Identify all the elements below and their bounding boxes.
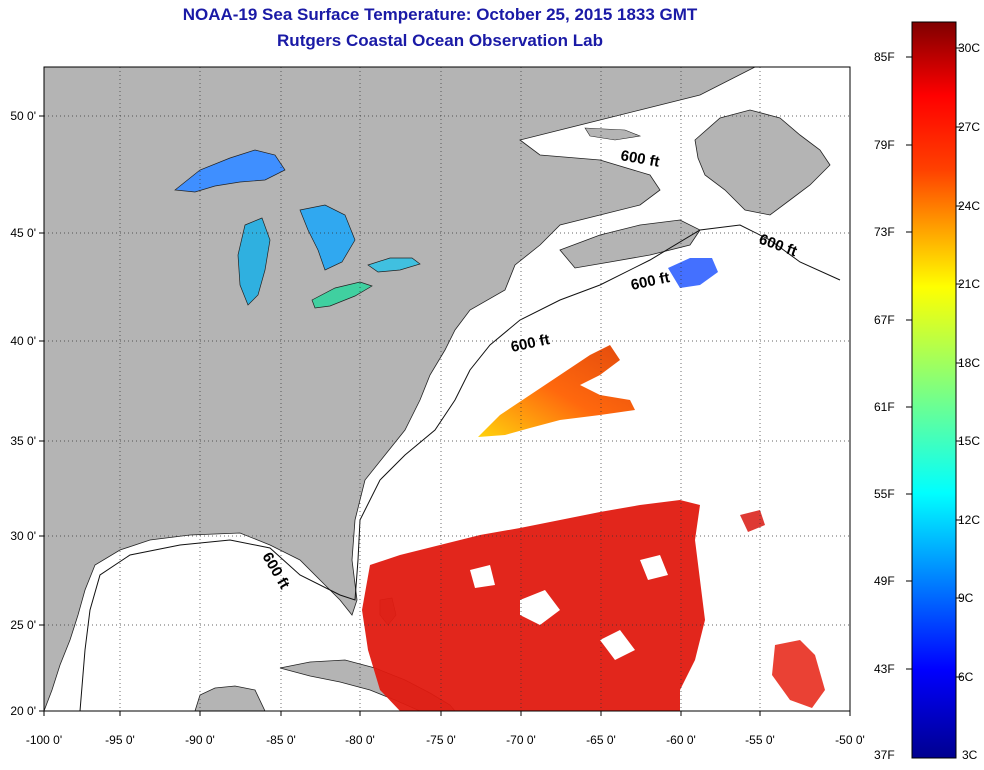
- colorbar-label-c: 21C: [958, 277, 981, 291]
- x-tick-label: -85 0': [266, 733, 296, 747]
- chart-title: NOAA-19 Sea Surface Temperature: October…: [182, 5, 698, 24]
- x-tick-label: -55 0': [745, 733, 775, 747]
- colorbar-label-f: 49F: [874, 574, 895, 588]
- colorbar-label-f: 61F: [874, 400, 895, 414]
- sst-northeast-patch: [668, 258, 718, 288]
- colorbar-label-f: 79F: [874, 138, 895, 152]
- lake-ontario: [367, 257, 421, 273]
- y-tick-label: 50 0': [10, 109, 36, 123]
- sst-eastern-patches: [772, 640, 825, 708]
- isobath-label-1: 600 ft: [619, 147, 661, 171]
- colorbar-label-c: 24C: [958, 199, 981, 213]
- colorbar-label-f: 73F: [874, 225, 895, 239]
- tick-marks: [39, 115, 851, 716]
- colorbar-label-f: 37F: [874, 748, 895, 762]
- landmass-nova-scotia: [559, 219, 701, 269]
- y-tick-label: 30 0': [10, 529, 36, 543]
- y-tick-label: 35 0': [10, 434, 36, 448]
- colorbar-label-c: 3C: [962, 748, 978, 762]
- landmass-newfoundland: [694, 109, 831, 216]
- x-tick-label: -80 0': [345, 733, 375, 747]
- sst-gulf-stream: [478, 345, 635, 437]
- y-tick-label: 20 0': [10, 704, 36, 718]
- colorbar-label-c: 9C: [958, 591, 974, 605]
- colorbar: [911, 21, 957, 759]
- y-tick-label: 25 0': [10, 618, 36, 632]
- colorbar-label-c: 15C: [958, 434, 981, 448]
- colorbar-label-f: 67F: [874, 313, 895, 327]
- x-tick-label: -60 0': [666, 733, 696, 747]
- colorbar-label-f: 43F: [874, 662, 895, 676]
- map-frame: [43, 66, 851, 712]
- colorbar-label-c: 27C: [958, 120, 981, 134]
- landmass-north-america: [44, 67, 756, 711]
- x-tick-label: -75 0': [426, 733, 456, 747]
- isobath-600ft-line: [79, 224, 841, 711]
- lake-michigan: [237, 217, 271, 306]
- colorbar-label-f: 55F: [874, 487, 895, 501]
- lake-huron: [299, 204, 356, 271]
- x-tick-label: -70 0': [506, 733, 536, 747]
- colorbar-label-c: 18C: [958, 356, 981, 370]
- colorbar-label-f: 85F: [874, 50, 895, 64]
- chart-subtitle: Rutgers Coastal Ocean Observation Lab: [277, 31, 603, 50]
- x-tick-label: -90 0': [185, 733, 215, 747]
- y-tick-label: 45 0': [10, 226, 36, 240]
- colorbar-label-c: 30C: [958, 41, 981, 55]
- colorbar-label-c: 12C: [958, 513, 981, 527]
- x-tick-label: -95 0': [105, 733, 135, 747]
- colorbar-label-c: 6C: [958, 670, 974, 684]
- x-tick-label: -50 0': [835, 733, 865, 747]
- x-tick-label: -65 0': [586, 733, 616, 747]
- landmass-anticosti: [584, 127, 642, 141]
- lake-erie: [311, 281, 373, 309]
- y-tick-label: 40 0': [10, 334, 36, 348]
- grid-lines: [44, 67, 850, 711]
- lake-superior: [174, 149, 286, 193]
- x-tick-label: -100 0': [25, 733, 63, 747]
- colorbar-ticks: [906, 47, 962, 678]
